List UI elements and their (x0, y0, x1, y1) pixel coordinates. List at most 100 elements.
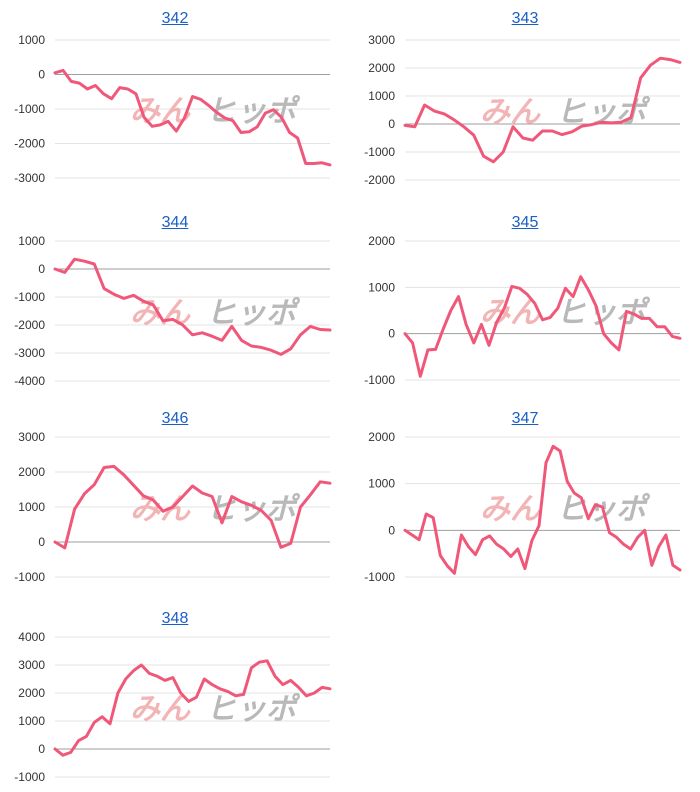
data-point (411, 341, 415, 345)
y-tick-label: -3000 (14, 346, 45, 360)
data-point (609, 341, 613, 345)
data-point (210, 334, 214, 338)
data-point (432, 109, 436, 113)
data-point (139, 663, 143, 667)
chart-title-link[interactable]: 348 (161, 610, 189, 627)
data-point (541, 318, 545, 322)
data-point (413, 125, 417, 129)
data-point (230, 324, 234, 328)
data-point (474, 553, 478, 557)
data-point (423, 103, 427, 107)
data-point (491, 160, 495, 164)
y-tick-label: 0 (38, 262, 45, 276)
y-tick-label: -1000 (14, 290, 45, 304)
data-point (255, 125, 259, 129)
data-point (550, 129, 554, 133)
data-point (61, 68, 65, 72)
y-tick-label: 3000 (18, 658, 45, 672)
data-point (122, 296, 126, 300)
data-point (92, 483, 96, 487)
y-tick-label: -1000 (364, 145, 395, 159)
chart-title-link[interactable]: 345 (511, 214, 539, 231)
data-point (141, 299, 145, 303)
data-point (495, 320, 499, 324)
data-point (678, 60, 682, 64)
data-point (92, 720, 96, 724)
data-point (93, 84, 97, 88)
data-point (488, 534, 492, 538)
chart-title-link[interactable]: 346 (161, 410, 189, 427)
data-point (511, 125, 515, 129)
series-line (53, 464, 332, 550)
data-point (328, 163, 332, 167)
data-point (151, 498, 155, 502)
y-tick-label: -1000 (14, 102, 45, 116)
data-point (586, 288, 590, 292)
data-point (199, 97, 203, 101)
data-point (668, 58, 672, 62)
data-point (438, 554, 442, 558)
chart-title-link[interactable]: 347 (511, 410, 539, 427)
data-point (155, 674, 159, 678)
data-point (73, 257, 77, 261)
data-point (617, 348, 621, 352)
data-point (560, 133, 564, 137)
data-point (215, 110, 219, 114)
data-point (187, 699, 191, 703)
data-point (171, 505, 175, 509)
data-point (108, 722, 112, 726)
chart-title-link[interactable]: 344 (161, 214, 189, 231)
data-point (84, 734, 88, 738)
data-point (100, 715, 104, 719)
data-point (403, 332, 407, 336)
data-point (231, 119, 235, 123)
data-point (210, 683, 214, 687)
y-tick-label: -2000 (14, 318, 45, 332)
chart-title-link[interactable]: 342 (161, 10, 189, 27)
data-point (664, 533, 668, 537)
data-point (328, 328, 332, 332)
y-tick-label: 0 (388, 327, 395, 341)
data-point (593, 503, 597, 507)
data-point (69, 750, 73, 754)
data-point (431, 516, 435, 520)
data-point (459, 533, 463, 537)
data-point (525, 292, 529, 296)
data-point (85, 87, 89, 91)
line-chart: 4000 3000 2000 1000 0 -1000 みん ヒッポ (14, 630, 332, 784)
data-point (124, 677, 128, 681)
watermark-logo: みん ヒッポ (480, 296, 651, 331)
data-point (518, 286, 522, 290)
chart-title-link[interactable]: 343 (511, 10, 539, 27)
data-point (580, 124, 584, 128)
data-point (472, 341, 476, 345)
data-point (259, 509, 263, 513)
data-point (502, 547, 506, 551)
data-point (102, 287, 106, 291)
line-chart: 2000 1000 0 -1000 みん ヒッポ (364, 234, 682, 387)
data-point (200, 331, 204, 335)
data-point (82, 259, 86, 263)
y-tick-label: -2000 (364, 173, 395, 187)
data-point (556, 306, 560, 310)
data-point (599, 120, 603, 124)
data-point (134, 92, 138, 96)
data-point (571, 295, 575, 299)
y-tick-label: 3000 (368, 33, 395, 47)
data-point (579, 275, 583, 279)
data-point (179, 691, 183, 695)
data-point (570, 130, 574, 134)
data-point (53, 71, 57, 75)
data-point (479, 322, 483, 326)
data-point (318, 480, 322, 484)
data-point (181, 495, 185, 499)
data-point (182, 116, 186, 120)
data-point (69, 79, 73, 83)
data-point (521, 136, 525, 140)
y-tick-label: 0 (38, 535, 45, 549)
data-point (586, 517, 590, 521)
data-point (147, 671, 151, 675)
data-point (73, 507, 77, 511)
data-point (639, 76, 643, 80)
